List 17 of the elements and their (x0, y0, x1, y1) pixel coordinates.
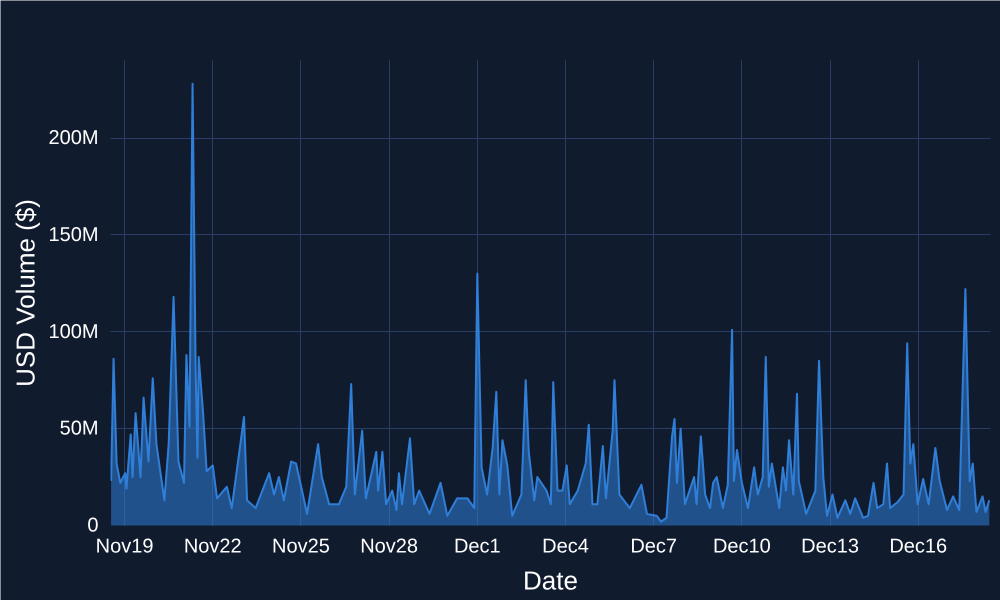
x-tick-label: Dec13 (801, 536, 859, 558)
x-tick-label: Dec16 (889, 536, 948, 558)
y-tick-label: 50M (60, 418, 98, 440)
x-tick-label: Dec1 (454, 536, 501, 558)
y-tick-label: 100M (48, 320, 98, 343)
x-tick-label: Nov28 (360, 536, 418, 558)
x-tick-label: Nov22 (184, 536, 242, 558)
y-tick-label: 200M (48, 127, 98, 149)
x-tick-label: Nov25 (272, 536, 330, 558)
y-tick-label: 0 (87, 514, 98, 536)
x-tick-label: Dec7 (630, 536, 678, 558)
y-tick-label: 150M (48, 224, 98, 246)
x-axis-title: Date (523, 566, 578, 596)
x-tick-label: Dec4 (542, 536, 589, 558)
y-axis-title: USD Volume ($) (10, 199, 40, 387)
x-tick-label: Dec10 (712, 536, 771, 558)
x-tick-label: Nov19 (96, 536, 154, 558)
